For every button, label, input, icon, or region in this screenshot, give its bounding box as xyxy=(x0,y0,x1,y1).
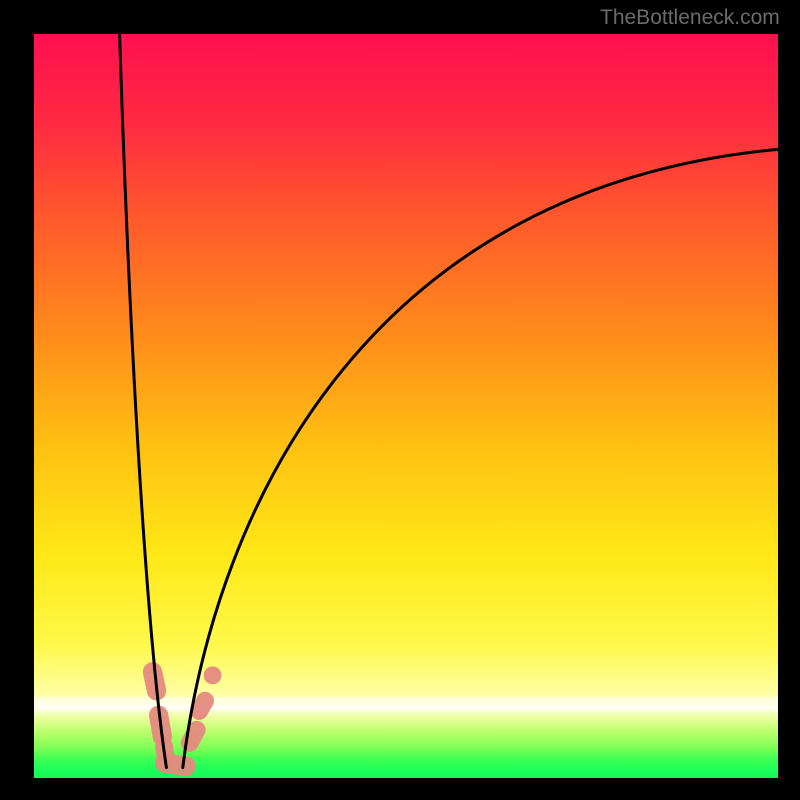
watermark-text: TheBottleneck.com xyxy=(600,6,780,30)
canvas: TheBottleneck.com xyxy=(0,0,800,800)
curves-layer xyxy=(34,34,778,778)
plot-frame xyxy=(28,28,784,784)
plot-area xyxy=(34,34,778,778)
